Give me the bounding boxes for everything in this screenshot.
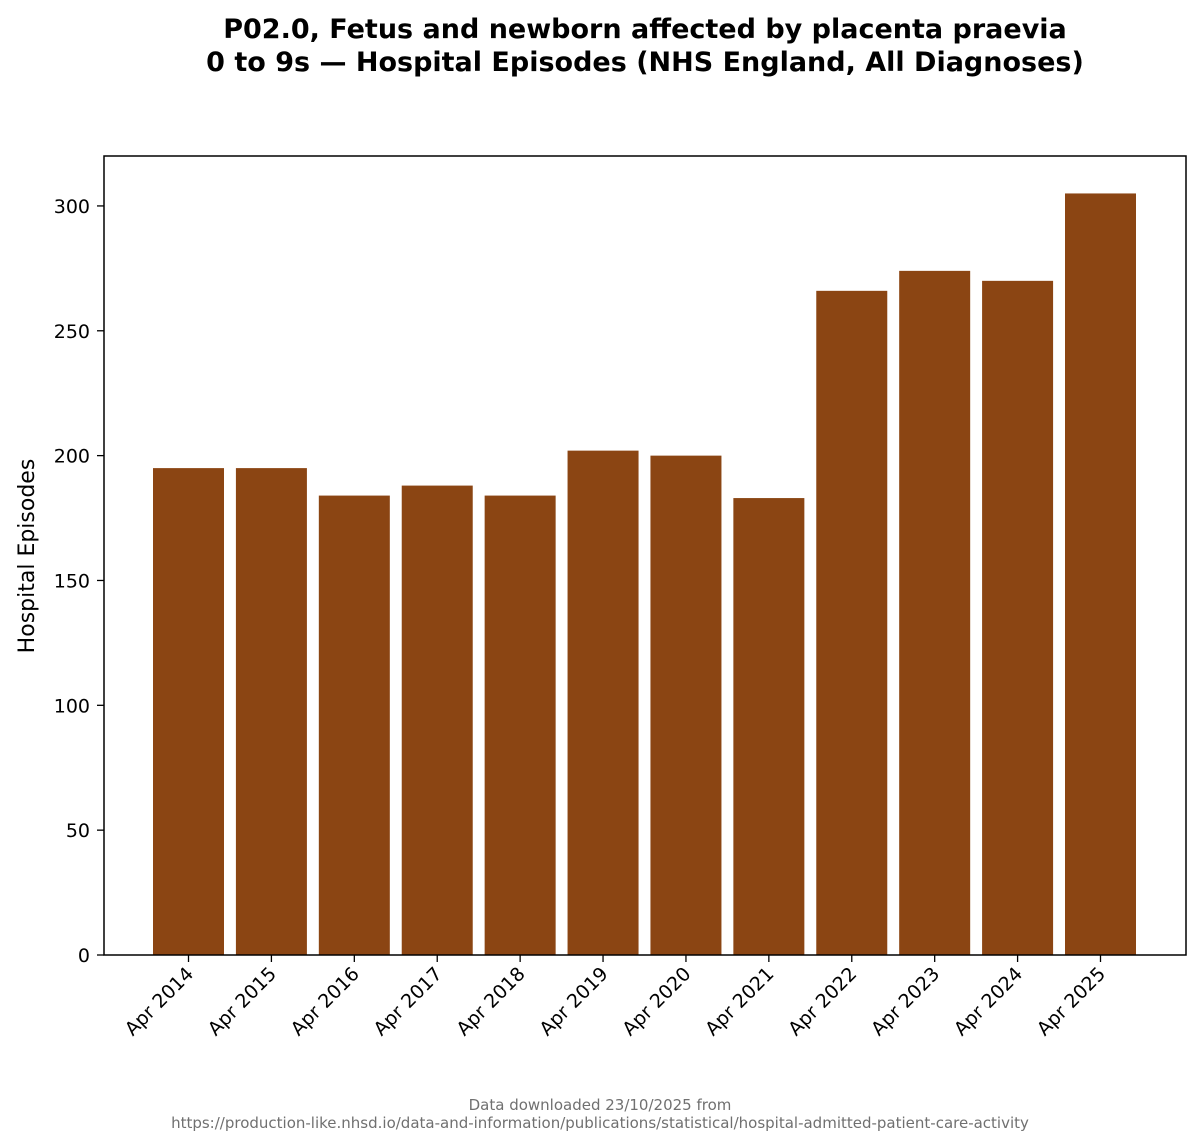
bar-apr-2021 — [733, 498, 805, 955]
x-tick-label: Apr 2021 — [701, 963, 778, 1040]
x-tick-label: Apr 2014 — [121, 963, 198, 1040]
x-tick-label: Apr 2022 — [784, 963, 861, 1040]
footer-line2: https://production-like.nhsd.io/data-and… — [171, 1114, 1029, 1132]
x-tick-label: Apr 2018 — [452, 963, 529, 1040]
y-tick-label: 300 — [54, 196, 90, 218]
bar-apr-2019 — [567, 450, 639, 955]
bar-apr-2022 — [816, 290, 888, 956]
x-tick-label: Apr 2015 — [204, 963, 281, 1040]
bar-apr-2014 — [153, 468, 224, 955]
footer-line1: Data downloaded 23/10/2025 from — [469, 1096, 732, 1114]
bar-apr-2015 — [235, 468, 307, 955]
x-axis-ticks: Apr 2014 Apr 2015 Apr 2016 Apr 2017 Apr 2018… — [121, 955, 1110, 1040]
bar-apr-2020 — [650, 455, 722, 956]
y-tick-label: 250 — [54, 321, 90, 343]
chart-title-line1: P02.0, Fetus and newborn affected by pla… — [223, 14, 1067, 45]
bar-apr-2025 — [1065, 193, 1136, 955]
bar-apr-2017 — [401, 485, 473, 955]
y-axis-label: Hospital Episodes — [15, 459, 40, 654]
bar-apr-2023 — [899, 270, 971, 955]
data-source-footer: Data downloaded 23/10/2025 from https://… — [171, 1096, 1029, 1132]
x-tick-label: Apr 2017 — [370, 963, 447, 1040]
chart-title: P02.0, Fetus and newborn affected by pla… — [206, 14, 1084, 78]
y-tick-label: 200 — [54, 446, 90, 468]
y-axis-ticks: 0 50 100 150 200 250 300 — [54, 196, 104, 967]
x-tick-label: Apr 2025 — [1033, 963, 1110, 1040]
y-tick-label: 100 — [54, 695, 90, 717]
chart-title-line2: 0 to 9s — Hospital Episodes (NHS England… — [206, 47, 1084, 78]
bar-apr-2024 — [982, 280, 1054, 956]
x-tick-label: Apr 2024 — [950, 963, 1027, 1040]
bar-apr-2018 — [484, 495, 556, 955]
x-tick-label: Apr 2020 — [618, 963, 695, 1040]
y-tick-label: 150 — [54, 570, 90, 592]
y-tick-label: 0 — [78, 945, 90, 967]
x-tick-label: Apr 2023 — [867, 963, 944, 1040]
y-tick-label: 50 — [66, 820, 90, 842]
bar-apr-2016 — [318, 495, 390, 955]
x-tick-label: Apr 2016 — [287, 963, 364, 1040]
x-tick-label: Apr 2019 — [535, 963, 612, 1040]
bars-layer — [153, 193, 1136, 956]
plot-area-frame — [103, 155, 1187, 956]
